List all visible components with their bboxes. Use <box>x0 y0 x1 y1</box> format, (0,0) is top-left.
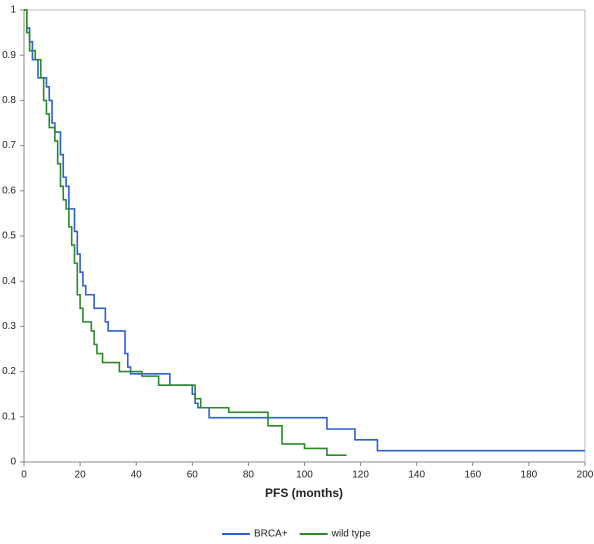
x-axis-title: PFS (months) <box>265 486 343 500</box>
y-tick-label: 1 <box>10 5 16 16</box>
x-tick-label: 40 <box>131 470 143 481</box>
x-tick-label: 120 <box>352 470 369 481</box>
y-tick-label: 0 <box>10 457 16 468</box>
legend-label: wild type <box>331 529 371 540</box>
y-tick-label: 0.7 <box>2 140 16 151</box>
y-tick-label: 0.9 <box>2 50 16 61</box>
y-tick-label: 0.5 <box>2 231 16 242</box>
x-tick-label: 160 <box>464 470 481 481</box>
x-tick-label: 180 <box>521 470 538 481</box>
plot-frame <box>23 9 586 463</box>
x-tick-label: 80 <box>243 470 255 481</box>
series-line <box>24 9 585 452</box>
y-tick-label: 0.6 <box>2 185 16 196</box>
x-tick-label: 0 <box>21 470 27 481</box>
legend-label: BRCA+ <box>254 529 288 540</box>
x-tick-label: 100 <box>296 470 313 481</box>
series-line <box>24 9 347 457</box>
y-tick-label: 0.1 <box>2 411 16 422</box>
y-tick-label: 0.4 <box>2 276 16 287</box>
y-tick-label: 0.2 <box>2 366 16 377</box>
y-tick-label: 0.3 <box>2 321 16 332</box>
x-tick-label: 140 <box>408 470 425 481</box>
x-tick-label: 200 <box>577 470 594 481</box>
x-tick-label: 20 <box>75 470 87 481</box>
x-tick-label: 60 <box>187 470 199 481</box>
y-tick-label: 0.8 <box>2 95 16 106</box>
